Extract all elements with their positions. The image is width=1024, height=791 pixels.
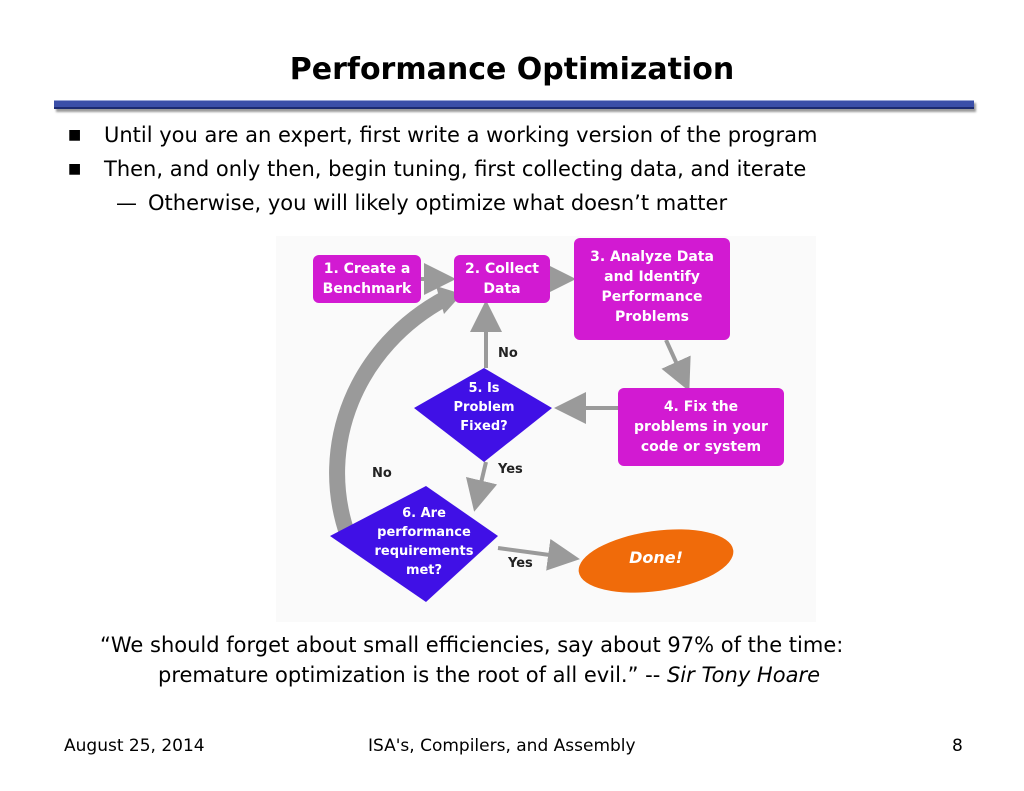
loop-back-arrow	[329, 290, 450, 539]
bullet-item: ■ Until you are an expert, first write a…	[60, 120, 1000, 154]
arrow-3-to-4	[661, 339, 691, 392]
bullet-list: ■ Until you are an expert, first write a…	[60, 120, 1000, 222]
quote-author: Sir Tony Hoare	[666, 663, 820, 687]
square-bullet-icon: ■	[68, 127, 82, 143]
yes-label-step5: Yes	[498, 462, 523, 477]
step-1-box	[313, 255, 421, 303]
bullet-item: ■ Then, and only then, begin tuning, fir…	[60, 154, 1000, 188]
arrow-5-to-6	[465, 461, 498, 512]
step-4-box	[618, 388, 784, 466]
quote-line-1: “We should forget about small efficienci…	[100, 633, 844, 657]
step-3-box	[574, 238, 730, 340]
slide-title: Performance Optimization	[289, 52, 735, 87]
flowchart-graphics	[276, 236, 816, 622]
quote-line-2: premature optimization is the root of al…	[100, 660, 1000, 690]
step-6-diamond	[330, 486, 498, 602]
yes-label-step6: Yes	[508, 556, 533, 571]
step-3-label: 3. Analyze Data and Identify Performance…	[590, 249, 714, 325]
step-2-box	[454, 255, 550, 303]
dash-bullet-icon: —	[116, 191, 137, 215]
step-1-label: 1. Create a Benchmark	[322, 261, 412, 297]
square-bullet-icon: ■	[68, 161, 82, 177]
footer-course: ISA's, Compilers, and Assembly	[368, 736, 636, 756]
optimization-flowchart: 1. Create a Benchmark 2. Collect Data 3.…	[276, 236, 816, 622]
quote-line-2-text: premature optimization is the root of al…	[158, 663, 667, 687]
done-label: Done!	[629, 548, 683, 567]
bullet-text: Until you are an expert, first write a w…	[104, 123, 818, 147]
bullet-text: Then, and only then, begin tuning, first…	[104, 157, 807, 181]
no-label-step5: No	[498, 346, 518, 361]
sub-bullet-text: Otherwise, you will likely optimize what…	[148, 191, 728, 215]
done-ellipse	[578, 529, 734, 593]
sub-bullet-item: — Otherwise, you will likely optimize wh…	[60, 188, 1000, 222]
no-label-step6: No	[372, 466, 392, 481]
step-5-label: 5. Is Problem Fixed?	[453, 381, 515, 434]
hoare-quote: “We should forget about small efficienci…	[100, 630, 1000, 690]
step-5-diamond	[414, 368, 552, 462]
arrow-6-to-done	[497, 538, 580, 571]
footer-page-number: 8	[952, 736, 963, 756]
step-2-label: 2. Collect Data	[465, 261, 539, 297]
step-4-label: 4. Fix the problems in your code or syst…	[634, 399, 768, 455]
step-6-label: 6. Are performance requirements met?	[374, 506, 474, 578]
footer-date: August 25, 2014	[64, 736, 205, 756]
title-divider	[54, 100, 974, 109]
